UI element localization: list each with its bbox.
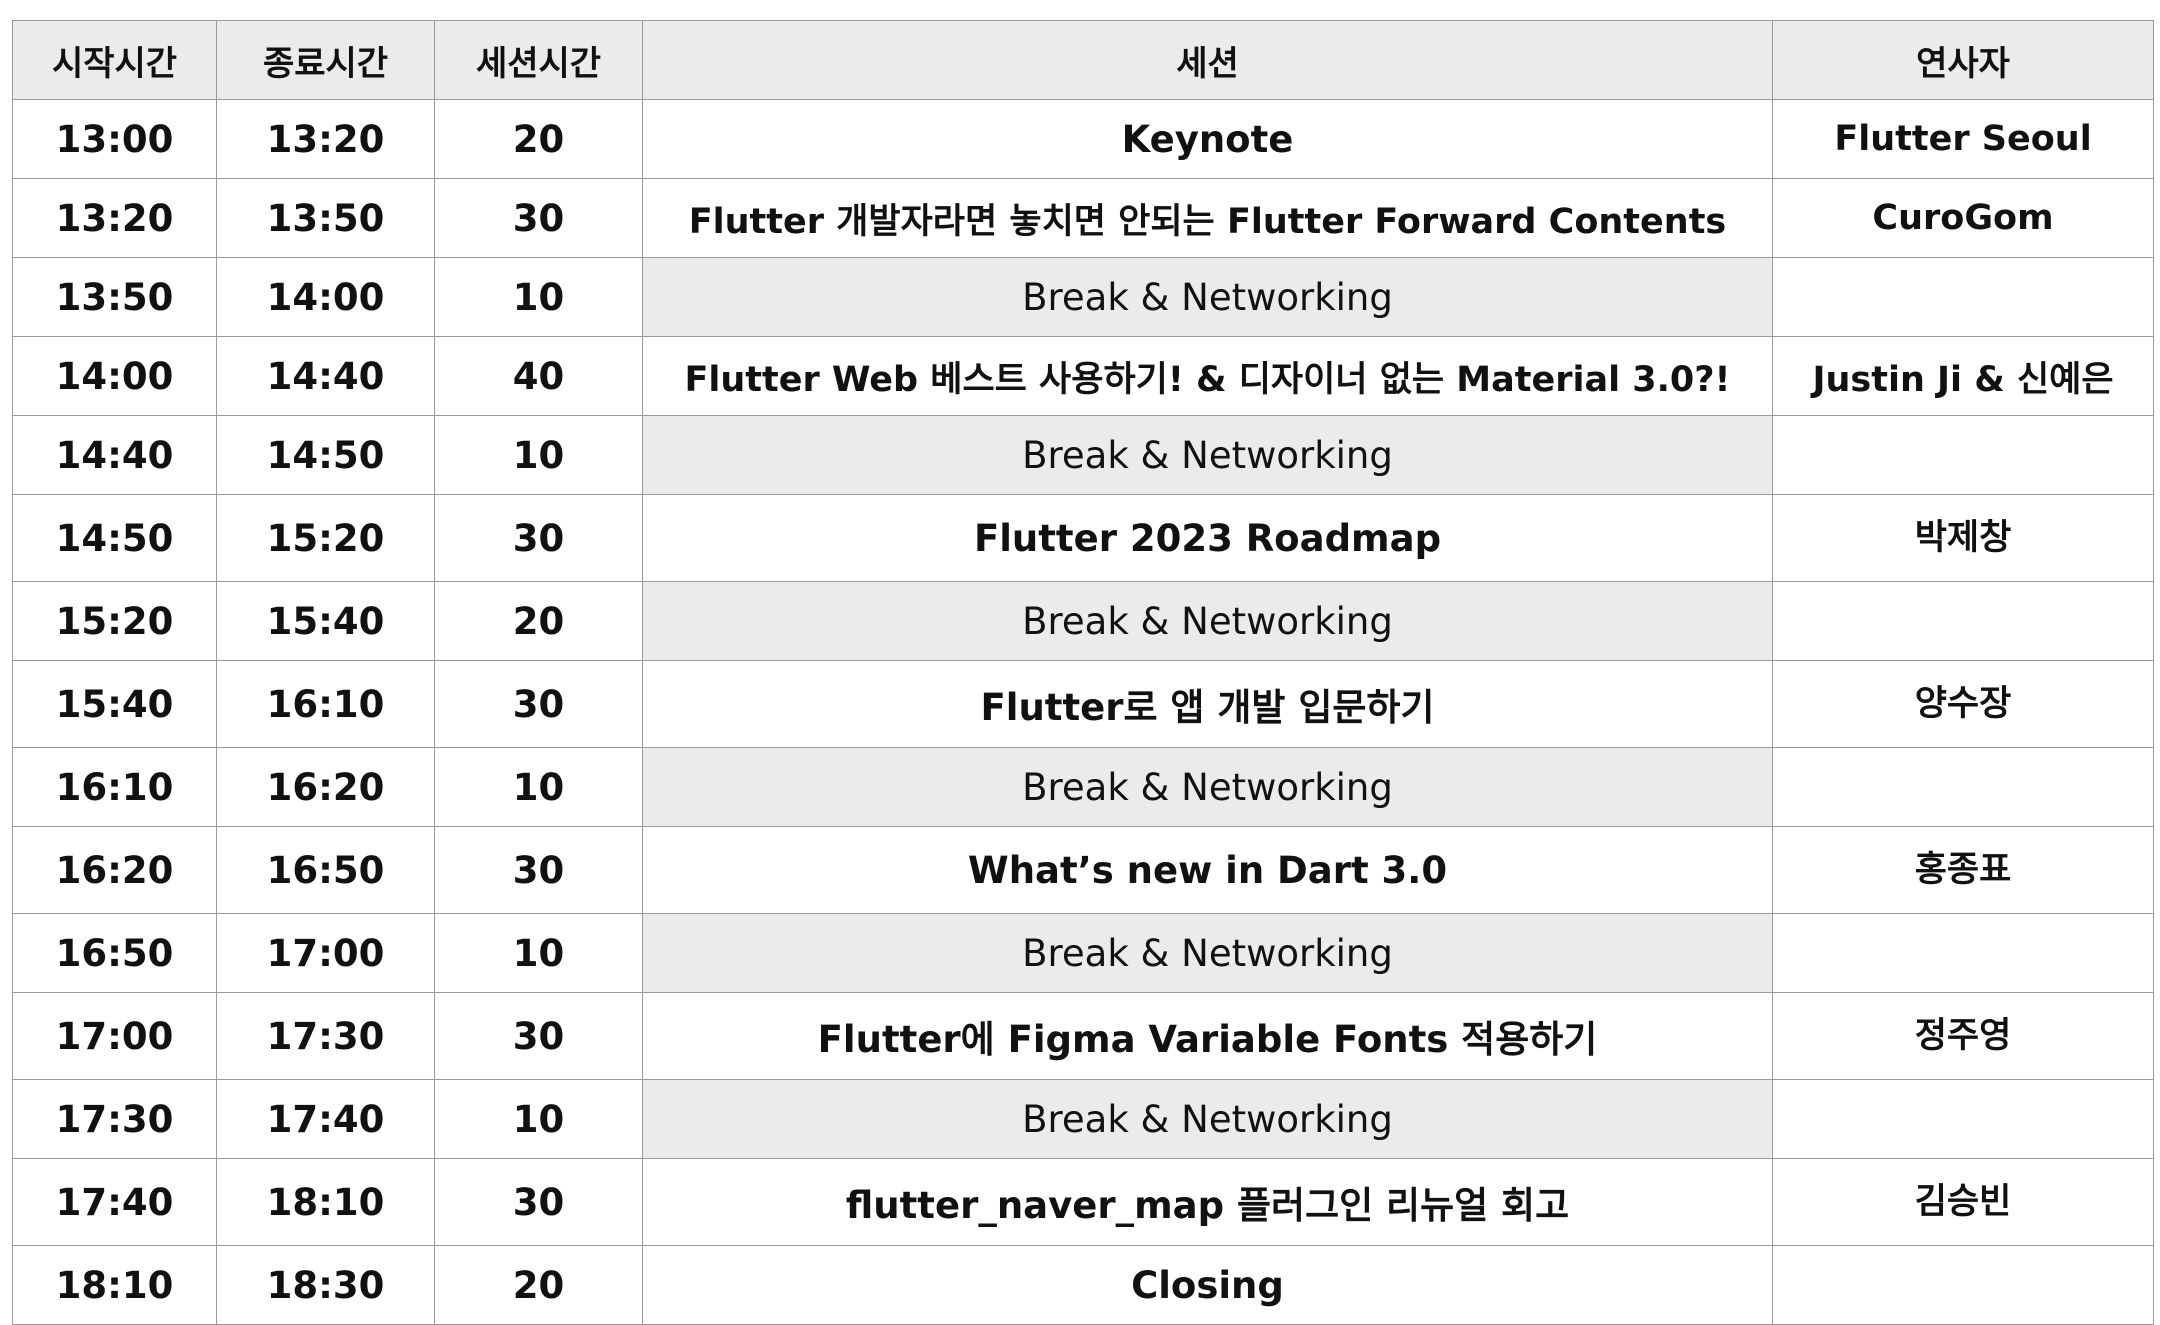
table-row: 17:40 18:10 30 flutter_naver_map 플러그인 리뉴…: [12, 1158, 2154, 1246]
table-row: 14:40 14:50 10 Break & Networking: [12, 415, 2154, 495]
table-row: 16:50 17:00 10 Break & Networking: [12, 913, 2154, 993]
table-row: 15:40 16:10 30 Flutter로 앱 개발 입문하기 양수장: [12, 660, 2154, 748]
table-row: 13:00 13:20 20 Keynote Flutter Seoul: [12, 99, 2154, 179]
end-time-cell: 17:30: [216, 992, 435, 1080]
session-cell: Closing: [642, 1245, 1773, 1325]
schedule-header: 시작시간 종료시간 세션시간 세션 연사자: [12, 20, 2154, 100]
session-cell: What’s new in Dart 3.0: [642, 826, 1773, 914]
session-cell: Flutter 개발자라면 놓치면 안되는 Flutter Forward Co…: [642, 178, 1773, 258]
speaker-cell: 홍종표: [1772, 826, 2154, 914]
schedule-body: 13:00 13:20 20 Keynote Flutter Seoul 13:…: [12, 99, 2154, 1325]
speaker-cell: 박제창: [1772, 494, 2154, 582]
speaker-cell: Flutter Seoul: [1772, 99, 2154, 179]
start-time-cell: 14:40: [12, 415, 217, 495]
session-cell: Break & Networking: [642, 415, 1773, 495]
table-row: 18:10 18:30 20 Closing: [12, 1245, 2154, 1325]
session-cell: Flutter로 앱 개발 입문하기: [642, 660, 1773, 748]
session-cell: Keynote: [642, 99, 1773, 179]
start-time-cell: 17:00: [12, 992, 217, 1080]
duration-cell: 30: [434, 992, 643, 1080]
end-time-cell: 13:20: [216, 99, 435, 179]
session-cell: Flutter 2023 Roadmap: [642, 494, 1773, 582]
table-row: 14:50 15:20 30 Flutter 2023 Roadmap 박제창: [12, 494, 2154, 582]
duration-cell: 30: [434, 1158, 643, 1246]
header-row: 시작시간 종료시간 세션시간 세션 연사자: [12, 20, 2154, 100]
table-row: 13:20 13:50 30 Flutter 개발자라면 놓치면 안되는 Flu…: [12, 178, 2154, 258]
end-time-cell: 14:00: [216, 257, 435, 337]
session-cell: Break & Networking: [642, 257, 1773, 337]
end-time-cell: 17:40: [216, 1079, 435, 1159]
session-cell: Break & Networking: [642, 581, 1773, 661]
duration-cell: 40: [434, 336, 643, 416]
table-row: 16:20 16:50 30 What’s new in Dart 3.0 홍종…: [12, 826, 2154, 914]
end-time-cell: 15:20: [216, 494, 435, 582]
start-time-cell: 17:30: [12, 1079, 217, 1159]
duration-cell: 10: [434, 1079, 643, 1159]
speaker-cell: [1772, 747, 2154, 827]
speaker-cell: [1772, 1079, 2154, 1159]
table-row: 14:00 14:40 40 Flutter Web 베스트 사용하기! & 디…: [12, 336, 2154, 416]
speaker-cell: 정주영: [1772, 992, 2154, 1080]
speaker-cell: CuroGom: [1772, 178, 2154, 258]
speaker-cell: Justin Ji & 신예은: [1772, 336, 2154, 416]
end-time-cell: 13:50: [216, 178, 435, 258]
header-end-time: 종료시간: [216, 20, 435, 100]
header-duration: 세션시간: [434, 20, 643, 100]
start-time-cell: 14:00: [12, 336, 217, 416]
header-start-time: 시작시간: [12, 20, 217, 100]
end-time-cell: 14:40: [216, 336, 435, 416]
duration-cell: 20: [434, 99, 643, 179]
end-time-cell: 18:10: [216, 1158, 435, 1246]
duration-cell: 10: [434, 415, 643, 495]
end-time-cell: 14:50: [216, 415, 435, 495]
end-time-cell: 15:40: [216, 581, 435, 661]
table-row: 16:10 16:20 10 Break & Networking: [12, 747, 2154, 827]
duration-cell: 20: [434, 1245, 643, 1325]
duration-cell: 30: [434, 660, 643, 748]
session-cell: Break & Networking: [642, 913, 1773, 993]
end-time-cell: 16:50: [216, 826, 435, 914]
session-cell: flutter_naver_map 플러그인 리뉴얼 회고: [642, 1158, 1773, 1246]
duration-cell: 10: [434, 257, 643, 337]
speaker-cell: 김승빈: [1772, 1158, 2154, 1246]
duration-cell: 30: [434, 178, 643, 258]
table-row: 17:00 17:30 30 Flutter에 Figma Variable F…: [12, 992, 2154, 1080]
duration-cell: 20: [434, 581, 643, 661]
end-time-cell: 18:30: [216, 1245, 435, 1325]
schedule-table: 시작시간 종료시간 세션시간 세션 연사자 13:00 13:20 20 Key…: [12, 20, 2154, 1325]
duration-cell: 30: [434, 826, 643, 914]
speaker-cell: [1772, 1245, 2154, 1325]
table-row: 13:50 14:00 10 Break & Networking: [12, 257, 2154, 337]
start-time-cell: 13:50: [12, 257, 217, 337]
start-time-cell: 16:20: [12, 826, 217, 914]
session-cell: Break & Networking: [642, 1079, 1773, 1159]
end-time-cell: 17:00: [216, 913, 435, 993]
start-time-cell: 16:50: [12, 913, 217, 993]
speaker-cell: [1772, 581, 2154, 661]
duration-cell: 10: [434, 913, 643, 993]
duration-cell: 30: [434, 494, 643, 582]
speaker-cell: [1772, 913, 2154, 993]
start-time-cell: 15:20: [12, 581, 217, 661]
session-cell: Flutter에 Figma Variable Fonts 적용하기: [642, 992, 1773, 1080]
speaker-cell: 양수장: [1772, 660, 2154, 748]
start-time-cell: 14:50: [12, 494, 217, 582]
start-time-cell: 17:40: [12, 1158, 217, 1246]
start-time-cell: 13:00: [12, 99, 217, 179]
start-time-cell: 18:10: [12, 1245, 217, 1325]
table-row: 15:20 15:40 20 Break & Networking: [12, 581, 2154, 661]
start-time-cell: 16:10: [12, 747, 217, 827]
session-cell: Break & Networking: [642, 747, 1773, 827]
start-time-cell: 13:20: [12, 178, 217, 258]
header-session: 세션: [642, 20, 1773, 100]
duration-cell: 10: [434, 747, 643, 827]
speaker-cell: [1772, 257, 2154, 337]
table-row: 17:30 17:40 10 Break & Networking: [12, 1079, 2154, 1159]
header-speaker: 연사자: [1772, 20, 2154, 100]
end-time-cell: 16:10: [216, 660, 435, 748]
speaker-cell: [1772, 415, 2154, 495]
session-cell: Flutter Web 베스트 사용하기! & 디자이너 없는 Material…: [642, 336, 1773, 416]
end-time-cell: 16:20: [216, 747, 435, 827]
start-time-cell: 15:40: [12, 660, 217, 748]
